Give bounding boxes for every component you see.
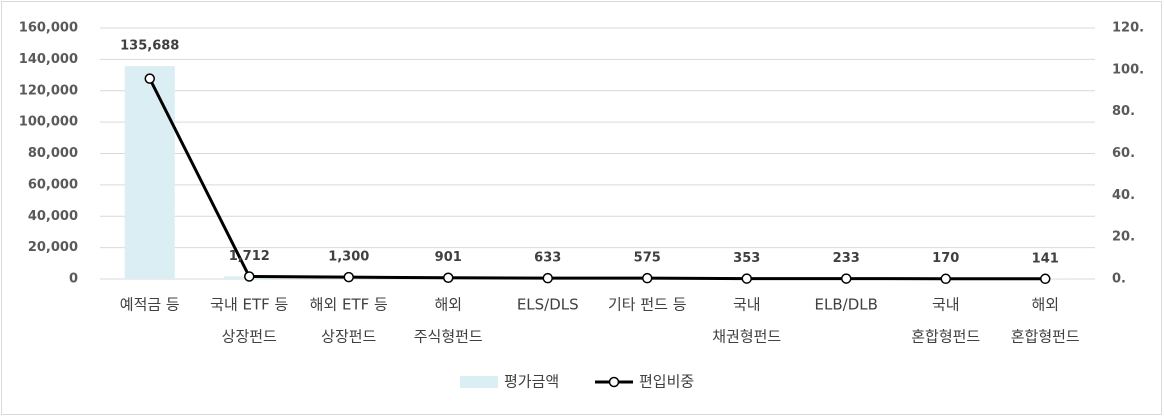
x-tick-label: ELS/DLS: [517, 296, 579, 314]
x-tick-label: 상장펀드: [321, 328, 376, 346]
legend-label: 편입비중: [639, 373, 694, 391]
y-tick-label: 20,000: [28, 240, 78, 255]
line: [148, 77, 1046, 281]
y2-tick-label: 100.: [1112, 62, 1144, 77]
data-label: 1,712: [229, 249, 270, 264]
y2-tick-label: 120.: [1112, 21, 1144, 36]
x-tick-label: 주식형펀드: [414, 328, 483, 346]
x-tick-label: 기타 펀드 등: [608, 296, 687, 314]
y-tick-label: 80,000: [28, 146, 78, 161]
y2-tick-label: 80.: [1112, 104, 1135, 119]
y2-tick-label: 20.: [1112, 230, 1135, 245]
x-tick-label: ELB/DLB: [815, 296, 878, 314]
x-tick-label: 채권형펀드: [712, 328, 781, 346]
y-tick-label: 120,000: [19, 83, 78, 98]
line-marker: [741, 273, 752, 284]
y2-tick-label: 40.: [1112, 188, 1135, 203]
x-tick-label: 국내: [932, 296, 960, 314]
data-label: 901: [435, 250, 462, 265]
x-tick-label: 해외 ETF 등: [310, 296, 388, 314]
data-label: 135,688: [120, 39, 179, 54]
y-tick-label: 40,000: [28, 209, 78, 224]
line-marker: [940, 273, 951, 285]
legend-label: 평가금액: [504, 373, 559, 391]
y-tick-label: 100,000: [19, 115, 78, 130]
x-tick-label: 예적금 등: [120, 296, 180, 314]
line-marker: [144, 73, 155, 84]
line-marker: [642, 272, 653, 284]
x-tick-label: 혼합형펀드: [911, 328, 980, 346]
x-tick-label: 국내 ETF 등: [210, 296, 288, 314]
y-tick-label: 60,000: [28, 177, 78, 192]
y-tick-label: 160,000: [19, 21, 78, 36]
line-marker: [443, 272, 454, 283]
data-label: 1,300: [328, 249, 369, 264]
x-tick-label: 상장펀드: [222, 328, 277, 346]
line-marker: [244, 271, 255, 282]
y2-tick-label: 60.: [1112, 146, 1135, 161]
data-label: 170: [932, 251, 959, 266]
data-label: 353: [733, 251, 760, 266]
y-tick-label: 0: [69, 272, 78, 287]
line-marker: [841, 273, 852, 284]
x-tick-label: 국내: [733, 296, 761, 314]
data-label: 633: [534, 251, 561, 266]
line-marker: [542, 272, 553, 284]
y-tick-label: 140,000: [19, 52, 78, 67]
data-label: 233: [833, 251, 860, 266]
x-tick-label: 혼합형펀드: [1011, 328, 1080, 346]
data-label: 575: [634, 251, 661, 266]
line-marker: [1040, 273, 1051, 285]
legend-marker: [608, 376, 620, 388]
x-tick-label: 해외: [434, 296, 462, 314]
legend-swatch: [460, 376, 498, 388]
x-tick-label: 해외: [1031, 296, 1059, 314]
data-label: 141: [1032, 251, 1059, 266]
line-marker: [343, 271, 354, 283]
bar: [124, 66, 175, 279]
y2-tick-label: 0.: [1112, 272, 1126, 287]
